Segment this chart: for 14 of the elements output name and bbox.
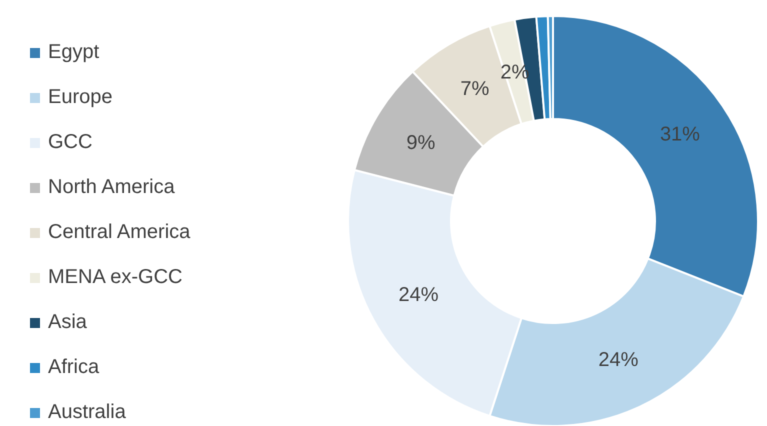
legend-label: MENA ex-GCC bbox=[48, 266, 182, 289]
legend-label: Asia bbox=[48, 311, 87, 334]
legend-label: Africa bbox=[48, 356, 100, 379]
legend-label: GCC bbox=[48, 131, 92, 154]
legend-label: Europe bbox=[48, 86, 112, 109]
data-label: 9% bbox=[406, 132, 436, 154]
legend-label: Egypt bbox=[48, 41, 100, 64]
data-label: 24% bbox=[398, 284, 439, 306]
data-label: 31% bbox=[660, 124, 700, 146]
legend-label: Australia bbox=[48, 401, 126, 424]
legend-label: North America bbox=[48, 176, 175, 199]
data-label: 7% bbox=[460, 78, 490, 100]
legend-label: Central America bbox=[48, 221, 190, 244]
data-label: 24% bbox=[598, 348, 639, 371]
